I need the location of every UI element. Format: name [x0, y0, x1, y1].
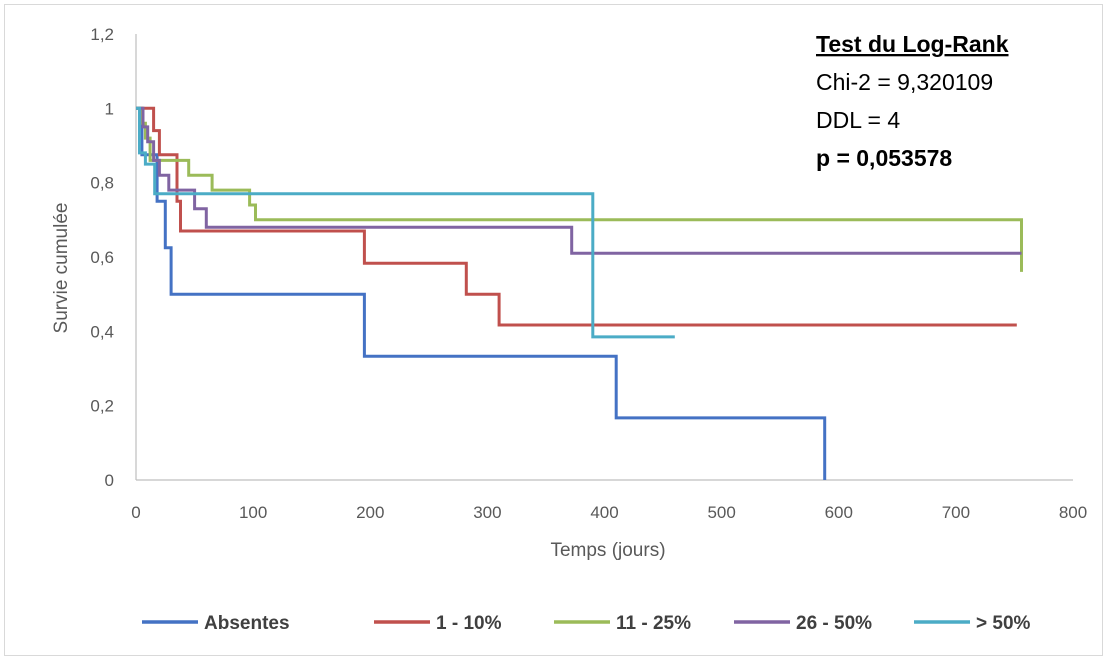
x-tick-label: 100	[239, 503, 267, 522]
legend-item: > 50%	[914, 613, 1031, 634]
x-tick-label: 500	[707, 503, 735, 522]
legend-item: 1 - 10%	[374, 613, 502, 634]
legend-label: > 50%	[976, 613, 1031, 634]
annotation-chi2: Chi-2 = 9,320109	[816, 69, 993, 95]
y-tick-label: 1,2	[90, 25, 114, 44]
axes	[135, 34, 1073, 481]
series-line-3	[136, 106, 1022, 255]
legend-item: 11 - 25%	[554, 613, 691, 634]
x-tick-label: 400	[590, 503, 618, 522]
x-tick-label: 300	[473, 503, 501, 522]
legend-label: Absentes	[204, 613, 290, 634]
legend: Absentes 1 - 10% 11 - 25% 26 - 50% > 50%	[142, 613, 1031, 634]
x-axis-title: Temps (jours)	[550, 540, 665, 561]
legend-item: 26 - 50%	[734, 613, 872, 634]
y-tick-labels: 0 0,2 0,4 0,6 0,8 1 1,2	[90, 25, 114, 490]
y-tick-label: 1	[105, 99, 114, 118]
x-tick-label: 800	[1059, 503, 1087, 522]
y-tick-label: 0,8	[90, 174, 114, 193]
y-tick-label: 0	[105, 471, 114, 490]
x-tick-label: 200	[356, 503, 384, 522]
legend-label: 26 - 50%	[796, 613, 872, 634]
series-lines	[136, 106, 1023, 480]
legend-label: 1 - 10%	[436, 613, 502, 634]
series-line-4	[136, 106, 675, 339]
legend-label: 11 - 25%	[616, 613, 691, 634]
log-rank-annotation: Test du Log-Rank Chi-2 = 9,320109 DDL = …	[816, 31, 1009, 171]
x-tick-label: 700	[942, 503, 970, 522]
annotation-ddl: DDL = 4	[816, 107, 900, 133]
annotation-heading: Test du Log-Rank	[816, 31, 1009, 57]
x-tick-label: 600	[825, 503, 853, 522]
x-tick-label: 0	[131, 503, 140, 522]
series-line-1	[136, 106, 1017, 327]
legend-item: Absentes	[142, 613, 290, 634]
annotation-pvalue: p = 0,053578	[816, 145, 952, 171]
y-tick-label: 0,2	[90, 397, 114, 416]
y-tick-label: 0,6	[90, 248, 114, 267]
y-tick-label: 0,4	[90, 322, 114, 341]
chart-frame	[4, 4, 1103, 656]
y-axis-title: Survie cumulée	[51, 203, 72, 334]
x-tick-labels: 0 100 200 300 400 500 600 700 800	[131, 503, 1087, 522]
